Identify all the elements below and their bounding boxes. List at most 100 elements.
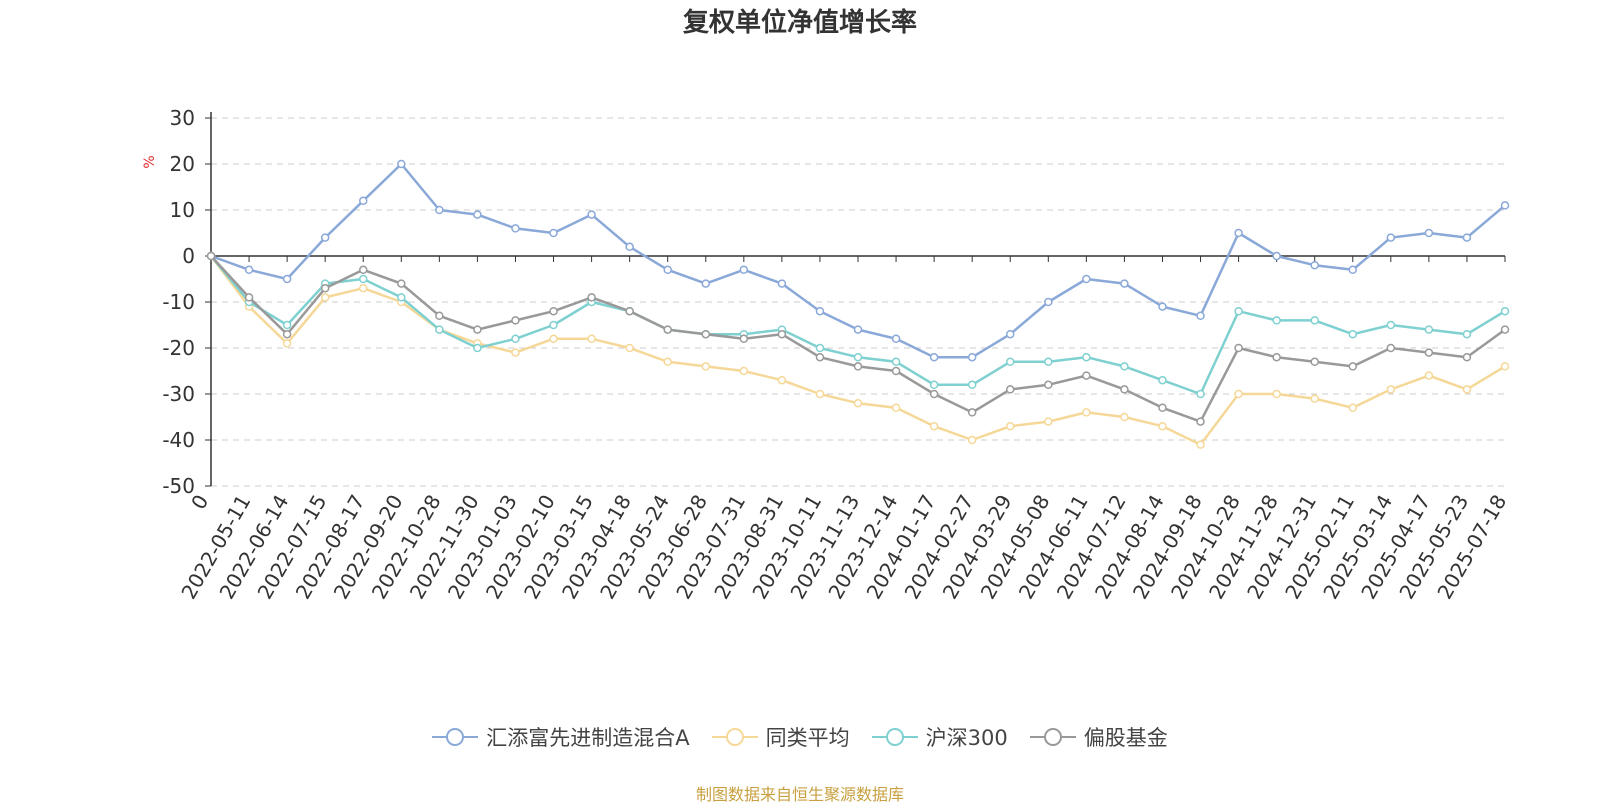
data-point: [777, 375, 787, 385]
data-point: [320, 293, 330, 302]
data-point: [739, 366, 749, 376]
data-point: [587, 210, 596, 219]
legend-swatch-icon: [871, 728, 918, 746]
data-point: [1310, 394, 1319, 403]
legend-item[interactable]: 偏股基金: [1029, 722, 1168, 752]
data-point: [1386, 385, 1396, 394]
data-point: [1196, 417, 1205, 426]
series-3: [206, 251, 1510, 426]
data-point: [929, 352, 939, 362]
data-point: [549, 306, 558, 316]
data-point: [1196, 311, 1205, 321]
y-tick-label: 20: [170, 152, 195, 176]
data-point: [1005, 421, 1015, 431]
data-point: [891, 357, 901, 367]
data-point: [244, 265, 254, 275]
data-point: [1310, 260, 1319, 270]
data-point: [663, 265, 672, 275]
y-tick-label: -50: [162, 474, 195, 498]
data-point: [358, 196, 368, 206]
data-point: [1462, 385, 1472, 394]
data-point: [1158, 421, 1167, 431]
data-point: [1234, 389, 1243, 399]
data-point: [1462, 352, 1472, 362]
data-point: [1120, 412, 1129, 422]
series-0: [206, 159, 1510, 362]
legend-swatch-icon: [1029, 728, 1076, 746]
data-point: [1348, 362, 1358, 371]
data-point: [1196, 389, 1205, 399]
data-point: [1272, 389, 1281, 399]
x-axis: 02022-05-112022-06-142022-07-152022-08-1…: [176, 255, 1511, 603]
data-point: [282, 339, 292, 348]
y-tick-label: 0: [182, 244, 195, 268]
data-point: [435, 205, 444, 215]
data-point: [815, 389, 825, 399]
data-point: [1158, 403, 1167, 413]
data-point: [1424, 325, 1434, 334]
data-point: [929, 421, 939, 431]
data-point: [663, 325, 672, 334]
data-point: [1462, 233, 1472, 242]
legend-item[interactable]: 汇添富先进制造混合A: [432, 722, 690, 752]
data-point: [739, 334, 749, 344]
data-point: [1348, 329, 1358, 339]
data-point: [1082, 352, 1091, 362]
data-point: [1044, 380, 1053, 390]
y-tick-label: -30: [162, 382, 195, 406]
data-point: [1500, 362, 1510, 371]
data-point: [511, 334, 520, 344]
data-point: [1386, 233, 1396, 242]
data-point: [1310, 357, 1319, 367]
data-point: [815, 306, 825, 316]
data-point: [1005, 329, 1015, 339]
y-tick-label: 30: [170, 106, 195, 130]
data-point: [1500, 306, 1510, 316]
data-point: [473, 210, 482, 219]
data-point: [663, 357, 672, 367]
data-point: [625, 343, 634, 353]
data-point: [397, 159, 406, 169]
data-point: [853, 362, 863, 371]
data-point: [1120, 385, 1129, 394]
data-point: [358, 265, 368, 275]
data-point: [853, 352, 863, 362]
data-point: [1005, 385, 1015, 394]
data-point: [1120, 279, 1129, 288]
data-point: [1044, 417, 1053, 426]
legend-item[interactable]: 同类平均: [711, 722, 850, 752]
data-point: [320, 233, 330, 242]
legend-swatch-icon: [432, 728, 479, 746]
data-point: [815, 352, 825, 362]
data-point: [549, 228, 558, 238]
data-point: [701, 362, 711, 371]
data-point: [701, 279, 711, 288]
data-point: [587, 293, 596, 302]
chart-title: 复权单位净值增长率: [682, 8, 917, 38]
data-point: [1082, 408, 1091, 417]
data-point: [206, 251, 216, 261]
y-axis: 30 20 10 0 -10 -20 -30 -40 -50: [162, 106, 212, 498]
data-point: [1272, 316, 1281, 325]
data-point: [929, 389, 939, 399]
data-point: [549, 334, 558, 344]
data-point: [967, 408, 977, 417]
grid-lines: [211, 117, 1505, 487]
data-point: [739, 265, 749, 275]
data-point: [1272, 251, 1281, 261]
data-point: [1500, 325, 1510, 334]
legend-label: 偏股基金: [1083, 726, 1168, 750]
data-point: [1462, 329, 1472, 339]
data-point: [1348, 265, 1358, 275]
data-point: [511, 348, 520, 357]
y-tick-label: -10: [162, 290, 195, 314]
data-point: [1234, 343, 1243, 353]
data-point: [853, 398, 863, 408]
data-point: [891, 403, 901, 413]
legend-item[interactable]: 沪深300: [871, 722, 1008, 752]
data-point: [1386, 343, 1396, 353]
data-point: [1424, 371, 1434, 380]
data-point: [1158, 302, 1167, 311]
data-point: [891, 366, 901, 376]
